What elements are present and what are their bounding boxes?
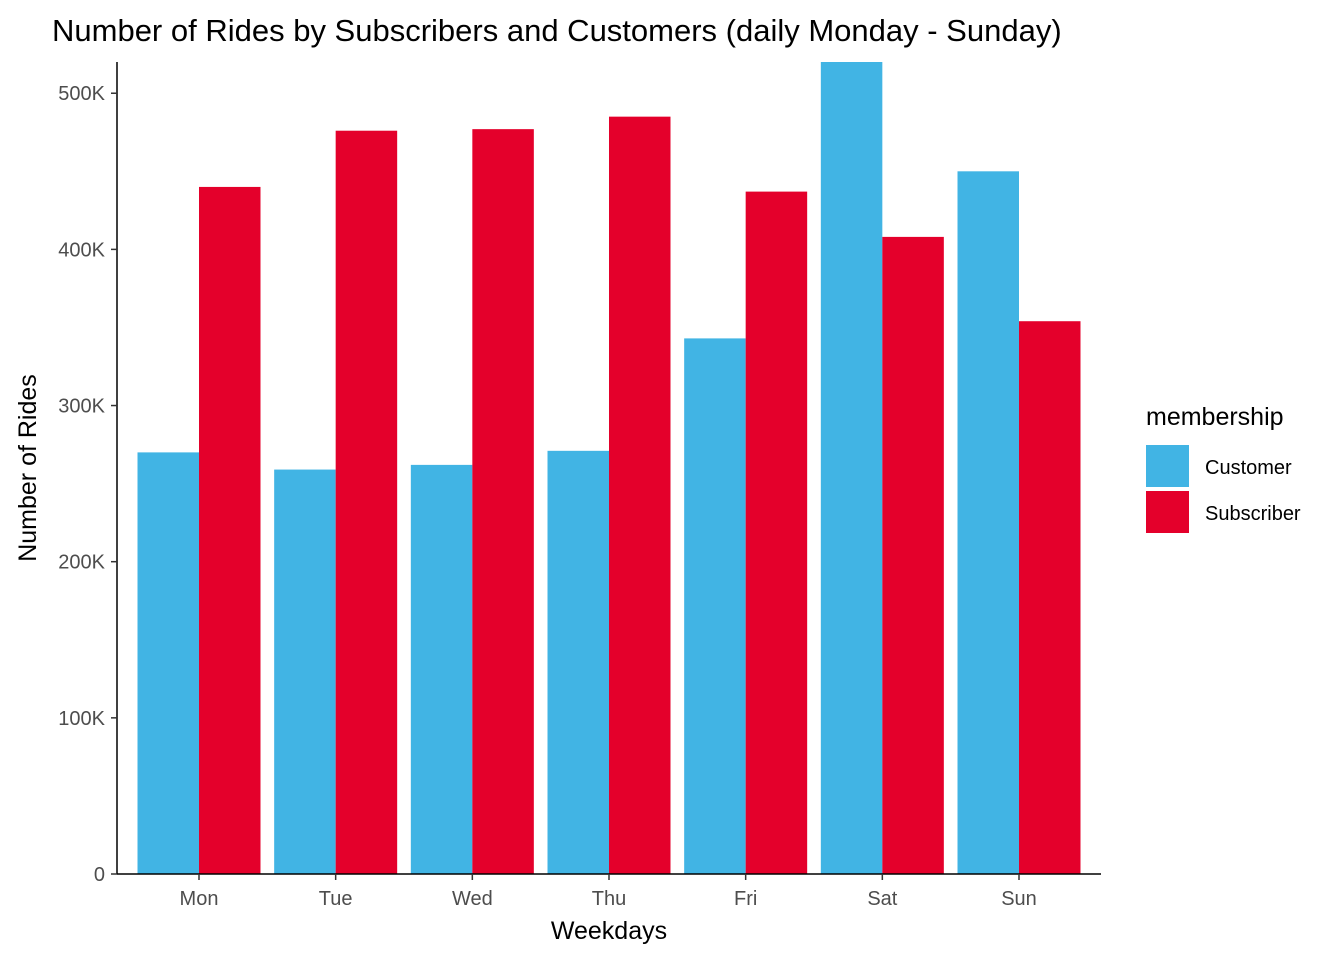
y-tick-label: 100K: [58, 708, 105, 730]
legend-title: membership: [1146, 403, 1284, 431]
y-tick-label: 500K: [58, 83, 105, 105]
bar-subscriber-fri: [745, 191, 808, 875]
chart-title: Number of Rides by Subscribers and Custo…: [52, 13, 1062, 48]
bar-subscriber-thu: [609, 116, 671, 874]
bar-customer-thu: [547, 450, 609, 874]
legend-key-customer: [1146, 445, 1189, 487]
y-axis-title: Number of Rides: [14, 374, 42, 562]
bar-customer-fri: [684, 338, 746, 874]
y-tick-label: 400K: [58, 239, 105, 261]
bar-subscriber-tue: [335, 130, 398, 874]
x-tick-label: Sun: [1001, 888, 1037, 910]
y-tick-label: 300K: [58, 396, 105, 418]
legend-key-subscriber: [1146, 491, 1189, 533]
bar-subscriber-mon: [199, 186, 261, 874]
y-tick-label: 200K: [58, 552, 105, 574]
x-tick-label: Tue: [319, 888, 353, 910]
x-ticks-group: Mon Tue Wed Thu Fri Sat Sun: [180, 874, 1037, 910]
x-tick-label: Mon: [180, 888, 219, 910]
y-ticks-group: 0 100K 200K 300K 400K 500K: [58, 83, 117, 886]
bar-subscriber-sat: [882, 236, 944, 874]
bar-customer-sat: [820, 62, 883, 874]
x-tick-label: Fri: [734, 888, 757, 910]
x-axis-title: Weekdays: [551, 917, 667, 945]
legend-label-customer: Customer: [1205, 457, 1292, 479]
bar-customer-sun: [957, 171, 1019, 875]
legend-label-subscriber: Subscriber: [1205, 503, 1301, 525]
bar-subscriber-sun: [1019, 321, 1081, 874]
legend: membership Customer Subscriber: [1146, 403, 1301, 533]
y-tick-label: 0: [94, 864, 105, 886]
x-tick-label: Wed: [452, 888, 493, 910]
bars-group: [137, 62, 1081, 875]
bar-customer-mon: [137, 452, 199, 874]
bar-subscriber-wed: [472, 129, 534, 875]
bar-customer-wed: [410, 464, 473, 874]
bar-customer-tue: [274, 469, 336, 874]
x-tick-label: Sat: [867, 888, 897, 910]
x-tick-label: Thu: [592, 888, 626, 910]
